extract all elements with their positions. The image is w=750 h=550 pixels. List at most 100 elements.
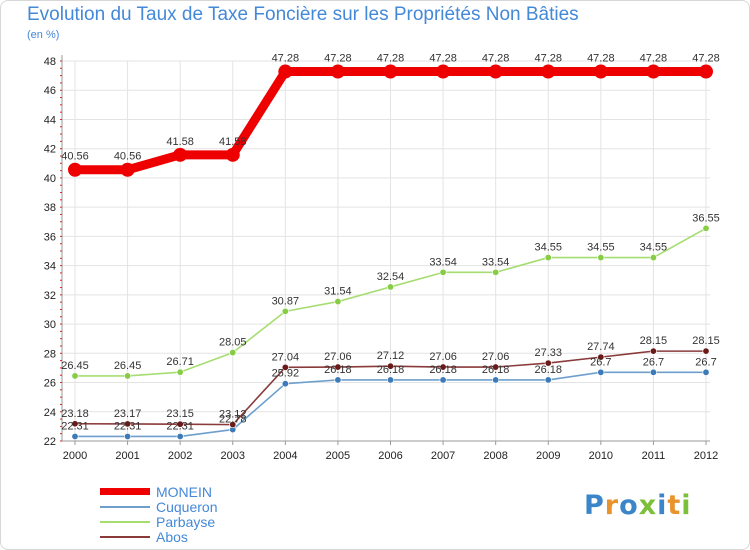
data-label-abos: 28.15 xyxy=(692,335,720,347)
data-point-cuqueron xyxy=(492,376,500,384)
data-label-monein: 47.28 xyxy=(640,53,668,65)
data-label-abos: 23.17 xyxy=(114,408,142,420)
data-point-cuqueron xyxy=(386,376,394,384)
y-tick-label-6: 34 xyxy=(44,261,56,273)
data-point-parbayse xyxy=(124,372,132,380)
data-label-cuqueron: 22.31 xyxy=(114,420,142,432)
data-label-monein: 47.28 xyxy=(692,53,720,65)
x-tick-label-3: 2003 xyxy=(221,450,245,462)
x-tick-label-0: 2000 xyxy=(63,450,87,462)
data-label-parbayse: 26.71 xyxy=(166,356,194,368)
data-point-monein xyxy=(436,64,451,79)
data-label-monein: 41.58 xyxy=(166,136,194,148)
data-label-abos: 23.15 xyxy=(166,408,194,420)
data-point-parbayse xyxy=(281,307,289,315)
data-point-abos xyxy=(597,353,605,361)
data-label-parbayse: 30.87 xyxy=(272,295,300,307)
data-label-cuqueron: 26.7 xyxy=(643,356,664,368)
y-tick-label-12: 46 xyxy=(44,85,56,97)
data-label-abos: 23.12 xyxy=(219,409,247,421)
data-point-parbayse xyxy=(334,298,342,306)
data-point-cuqueron xyxy=(439,376,447,384)
data-label-parbayse: 26.45 xyxy=(61,360,89,372)
data-label-monein: 47.28 xyxy=(377,53,405,65)
x-tick-label-10: 2010 xyxy=(589,450,613,462)
y-tick-label-8: 38 xyxy=(44,202,56,214)
data-label-cuqueron: 26.7 xyxy=(590,356,611,368)
data-label-abos: 27.33 xyxy=(534,347,562,359)
data-point-abos xyxy=(71,420,79,428)
data-label-cuqueron: 22.31 xyxy=(61,420,89,432)
data-label-monein: 40.56 xyxy=(61,151,89,163)
data-point-monein xyxy=(120,162,135,177)
data-point-abos xyxy=(649,347,657,355)
y-tick-label-11: 44 xyxy=(44,114,56,126)
y-tick-label-7: 36 xyxy=(44,231,56,243)
x-tick-label-5: 2005 xyxy=(326,450,350,462)
legend-swatch-parbayse xyxy=(100,521,150,523)
data-point-abos xyxy=(492,363,500,371)
data-point-abos xyxy=(176,420,184,428)
legend-swatch-abos xyxy=(100,536,150,538)
data-label-monein: 47.28 xyxy=(324,53,352,65)
data-point-cuqueron xyxy=(176,432,184,440)
x-tick-label-6: 2006 xyxy=(378,450,402,462)
data-label-cuqueron: 22.78 xyxy=(219,414,247,426)
plot-area: 22 24 26 28 30 32 34 36 38 40 42 44 46 48 2000 2001 2002… xyxy=(44,53,720,462)
data-label-cuqueron: 25.92 xyxy=(272,368,300,380)
data-label-parbayse: 34.55 xyxy=(587,242,615,254)
data-label-parbayse: 26.45 xyxy=(114,360,142,372)
legend-swatch-monein xyxy=(100,488,150,495)
unit-label: (en %) xyxy=(27,29,60,41)
data-point-monein xyxy=(541,64,556,79)
y-tick-label-9: 40 xyxy=(44,173,56,185)
y-tick-label-13: 48 xyxy=(44,56,56,68)
data-point-monein xyxy=(330,64,345,79)
data-point-parbayse xyxy=(597,254,605,262)
data-label-cuqueron: 26.7 xyxy=(695,356,716,368)
legend-label-monein: MONEIN xyxy=(156,484,212,500)
data-point-cuqueron xyxy=(544,376,552,384)
data-label-monein: 47.28 xyxy=(429,53,457,65)
chart-title: Evolution du Taux de Taxe Foncière sur l… xyxy=(27,4,579,25)
data-point-monein xyxy=(278,64,293,79)
legend-label-parbayse: Parbayse xyxy=(156,514,216,530)
data-label-parbayse: 36.55 xyxy=(692,212,720,224)
data-point-cuqueron xyxy=(124,432,132,440)
data-point-monein xyxy=(68,162,82,177)
data-label-monein: 47.28 xyxy=(534,53,562,65)
proxiti-logo: Proxiti xyxy=(584,490,692,521)
data-point-parbayse xyxy=(176,368,184,376)
data-label-parbayse: 31.54 xyxy=(324,286,352,298)
data-label-parbayse: 33.54 xyxy=(429,256,457,268)
data-point-abos xyxy=(544,359,552,367)
y-tick-label-3: 28 xyxy=(44,348,56,360)
data-point-abos xyxy=(702,347,710,355)
data-point-monein xyxy=(593,64,608,79)
data-label-abos: 23.18 xyxy=(61,408,89,420)
legend-label-abos: Abos xyxy=(156,529,188,545)
data-point-parbayse xyxy=(71,372,79,380)
data-label-parbayse: 34.55 xyxy=(640,242,668,254)
legend-swatch-cuqueron xyxy=(100,506,150,508)
data-point-abos xyxy=(334,363,342,371)
data-label-abos: 27.12 xyxy=(377,350,405,362)
data-point-abos xyxy=(281,363,289,371)
data-point-parbayse xyxy=(702,224,710,232)
y-tick-label-10: 42 xyxy=(44,144,56,156)
y-tick-label-1: 24 xyxy=(44,407,56,419)
legend-label-cuqueron: Cuqueron xyxy=(156,499,218,515)
data-point-cuqueron xyxy=(649,368,657,376)
x-tick-label-1: 2001 xyxy=(115,450,139,462)
data-label-monein: 41.58 xyxy=(219,136,247,148)
data-label-monein: 40.56 xyxy=(114,151,142,163)
data-label-parbayse: 34.55 xyxy=(534,242,562,254)
x-tick-label-7: 2007 xyxy=(431,450,455,462)
data-point-abos xyxy=(124,420,132,428)
data-label-cuqueron: 26.18 xyxy=(377,364,405,376)
y-tick-label-0: 22 xyxy=(44,436,56,448)
data-label-cuqueron: 26.18 xyxy=(324,364,352,376)
data-point-monein xyxy=(383,64,398,79)
x-tick-label-2: 2002 xyxy=(168,450,192,462)
x-tick-label-4: 2004 xyxy=(273,450,297,462)
